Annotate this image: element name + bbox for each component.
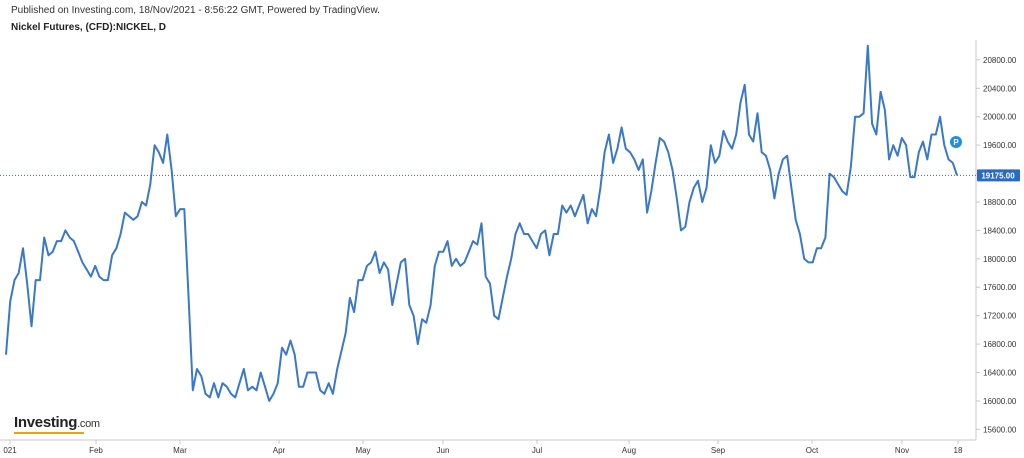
x-tick-label: Oct bbox=[806, 446, 819, 455]
y-tick-label: 20800.00 bbox=[983, 56, 1017, 65]
y-tick-label: 17600.00 bbox=[983, 283, 1017, 292]
x-axis-ticks: 021 Feb Mar Apr May Jun Jul Aug Sep Oct Nov 18 bbox=[3, 440, 963, 455]
logo-main: Investing bbox=[14, 414, 78, 431]
y-tick-label: 15600.00 bbox=[983, 425, 1017, 434]
x-tick-label: Apr bbox=[273, 446, 286, 455]
x-tick-label: Nov bbox=[895, 446, 909, 455]
y-tick-label: 16800.00 bbox=[983, 340, 1017, 349]
series-line-nickel bbox=[5, 44, 958, 402]
y-axis-ticks: 15600.00 16000.00 16400.00 16800.00 17200.00… bbox=[976, 56, 1017, 434]
y-tick-label: 17200.00 bbox=[983, 312, 1017, 321]
x-tick-label: Aug bbox=[622, 446, 636, 455]
marker-p-circle[interactable] bbox=[950, 136, 962, 148]
x-tick-label: 18 bbox=[954, 446, 963, 455]
current-price-label: 19175.00 bbox=[981, 171, 1015, 180]
marker-p-label[interactable]: P bbox=[953, 138, 959, 147]
logo-underline bbox=[14, 432, 84, 434]
x-tick-label: Jul bbox=[532, 446, 542, 455]
x-tick-label: May bbox=[355, 446, 370, 455]
y-tick-label: 16000.00 bbox=[983, 397, 1017, 406]
current-price-tag-background bbox=[977, 169, 1020, 182]
x-tick-label: Feb bbox=[89, 446, 103, 455]
marker-p[interactable]: P bbox=[950, 136, 962, 148]
y-tick-label: 18400.00 bbox=[983, 226, 1017, 235]
x-tick-label: 021 bbox=[3, 446, 17, 455]
current-price-tag: 19175.00 bbox=[977, 169, 1020, 182]
y-tick-label: 20400.00 bbox=[983, 84, 1017, 93]
x-tick-label: Jun bbox=[437, 446, 450, 455]
investing-logo: Investing.com bbox=[14, 414, 100, 431]
y-tick-label: 16400.00 bbox=[983, 369, 1017, 378]
x-tick-label: Mar bbox=[173, 446, 187, 455]
y-tick-label: 20000.00 bbox=[983, 113, 1017, 122]
y-tick-label: 19600.00 bbox=[983, 141, 1017, 150]
published-note: Published on Investing.com, 18/Nov/2021 … bbox=[11, 5, 380, 16]
y-tick-label: 18000.00 bbox=[983, 255, 1017, 264]
y-tick-label: 18800.00 bbox=[983, 198, 1017, 207]
logo-suffix: .com bbox=[77, 418, 100, 430]
instrument-title: Nickel Futures, (CFD):NICKEL, D bbox=[11, 22, 167, 33]
x-tick-label: Sep bbox=[711, 446, 726, 455]
